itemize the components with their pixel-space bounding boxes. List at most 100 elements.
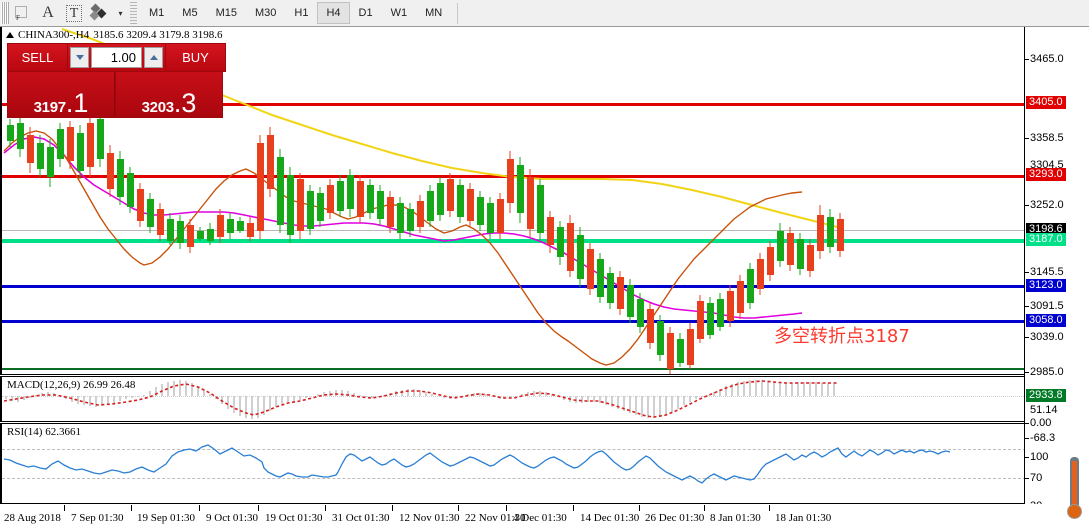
axis-label-3091: 3091.5 xyxy=(1030,300,1064,312)
time-label-7: 22 Nov 01:30 xyxy=(465,512,526,524)
buy-button[interactable]: BUY xyxy=(165,43,226,72)
time-separator xyxy=(506,505,507,511)
timeframe-m30[interactable]: M30 xyxy=(246,2,285,24)
macd-pane[interactable]: MACD(12,26,9) 26.99 26.48 xyxy=(0,376,1024,422)
sell-button[interactable]: SELL xyxy=(7,43,68,72)
axis-pill-3293: 3293.0 xyxy=(1026,168,1066,181)
timeframe-d1-label: D1 xyxy=(358,7,373,19)
rsi-line xyxy=(3,444,951,484)
volume-stepper[interactable]: 1.00 xyxy=(68,43,165,72)
time-label-0: 28 Aug 2018 xyxy=(4,512,61,524)
rsi-pane[interactable]: RSI(14) 62.3661 xyxy=(0,423,1024,504)
timeframe-m5[interactable]: M5 xyxy=(173,2,206,24)
axis-tick xyxy=(1025,478,1029,479)
time-separator xyxy=(573,505,574,511)
chart-scale-thermometer-icon[interactable] xyxy=(1066,457,1083,532)
time-label-10: 26 Dec 01:30 xyxy=(645,512,705,524)
crosshair-f-icon[interactable]: F xyxy=(9,1,35,25)
time-separator xyxy=(199,505,200,511)
volume-increment-button[interactable] xyxy=(144,47,163,68)
axis-tick xyxy=(1025,423,1029,424)
axis-label-3304: 3304.5 xyxy=(1030,159,1064,171)
timeframe-m1[interactable]: M1 xyxy=(140,2,173,24)
chevron-up-icon xyxy=(149,55,158,60)
chevron-down-icon[interactable]: ▾ xyxy=(113,1,127,25)
toolbar-drag-handle[interactable] xyxy=(1,2,9,24)
sell-price: 3197 .1 xyxy=(34,88,89,118)
volume-input[interactable]: 1.00 xyxy=(91,47,142,68)
axis-label-3358: 3358.5 xyxy=(1030,132,1064,144)
timeframe-d1[interactable]: D1 xyxy=(350,2,382,24)
rsi-oversold-line-30 xyxy=(2,478,1024,479)
price-scale[interactable]: 3465.0 3405.0 3358.5 3304.5 3293.0 3252.… xyxy=(1024,27,1089,532)
axis-tick xyxy=(1025,337,1029,338)
timeframe-h4-label: H4 xyxy=(326,7,341,19)
time-separator xyxy=(131,505,132,511)
buy-price: 3203 .3 xyxy=(141,88,197,118)
axis-tick xyxy=(1025,59,1029,60)
axis-tick xyxy=(1025,457,1029,458)
time-separator xyxy=(258,505,259,511)
svg-text:F: F xyxy=(16,14,20,22)
volume-input-value: 1.00 xyxy=(110,50,136,65)
time-label-4: 19 Oct 01:30 xyxy=(265,512,323,524)
text-label-A-icon[interactable]: A xyxy=(35,1,61,25)
level-pivot-3187[interactable] xyxy=(2,239,1024,243)
toolbar-end-rule xyxy=(457,2,459,24)
trade-panel-top-row: SELL 1.00 BUY xyxy=(7,43,226,72)
buy-price-decimal: .3 xyxy=(173,88,197,118)
volume-decrement-button[interactable] xyxy=(70,47,89,68)
timeframe-w1-label: W1 xyxy=(390,7,408,19)
macd-zero-line xyxy=(2,396,1024,397)
collapse-triangle-icon[interactable] xyxy=(6,32,14,38)
time-label-9: 14 Dec 01:30 xyxy=(580,512,640,524)
crosshair-f-glyph: F xyxy=(15,6,27,22)
timeframe-h4[interactable]: H4 xyxy=(317,2,350,24)
sell-button-label: SELL xyxy=(21,50,54,65)
axis-pill-3058: 3058.0 xyxy=(1026,314,1066,327)
time-separator xyxy=(769,505,770,511)
rsi-overbought-line-70 xyxy=(2,449,1024,450)
time-separator xyxy=(639,505,640,511)
time-separator xyxy=(704,505,705,511)
buy-price-integer: 3203 xyxy=(141,99,174,116)
timeframe-w1[interactable]: W1 xyxy=(382,2,417,24)
candlestick-series[interactable] xyxy=(2,27,1024,375)
one-click-trading-panel[interactable]: SELL 1.00 BUY xyxy=(7,43,226,118)
level-resistance-3405[interactable] xyxy=(2,103,1024,106)
buy-price-box[interactable]: 3203 .3 xyxy=(115,72,223,118)
axis-label-3145: 3145.5 xyxy=(1030,266,1064,278)
buy-button-label: BUY xyxy=(182,50,209,65)
rsi-indicator-label[interactable]: RSI(14) 62.3661 xyxy=(7,426,83,438)
chart-annotation-text[interactable]: 多空转折点3187 xyxy=(774,326,910,347)
level-support-3058[interactable] xyxy=(2,320,1024,323)
sell-price-decimal: .1 xyxy=(65,88,89,118)
sell-price-box[interactable]: 3197 .1 xyxy=(7,72,115,118)
chart-area[interactable]: 多空转折点3187 CHINA300-,H4 3185.6 3209.4 317… xyxy=(0,27,1089,532)
time-label-8: 4 Dec 01:30 xyxy=(513,512,567,524)
axis-label-rsi-70: 70 xyxy=(1030,472,1043,484)
time-separator xyxy=(325,505,326,511)
chevron-down-icon xyxy=(75,55,84,60)
axis-pill-2933: 2933.8 xyxy=(1026,389,1066,402)
thermometer-bulb[interactable] xyxy=(1067,504,1082,519)
macd-indicator-label[interactable]: MACD(12,26,9) 26.99 26.48 xyxy=(7,379,138,391)
diamond-cluster-glyph xyxy=(89,3,109,21)
thermometer-fill xyxy=(1072,461,1077,511)
price-pane[interactable]: 多空转折点3187 CHINA300-,H4 3185.6 3209.4 317… xyxy=(0,27,1024,375)
timeframe-mn[interactable]: MN xyxy=(416,2,451,24)
time-separator xyxy=(458,505,459,511)
level-support-3123[interactable] xyxy=(2,285,1024,288)
time-label-5: 31 Oct 01:30 xyxy=(332,512,390,524)
timeframe-m1-label: M1 xyxy=(149,7,165,19)
timeframe-m15-label: M15 xyxy=(215,7,237,19)
shapes-diamond-icon[interactable] xyxy=(87,1,113,25)
ohlc-values: 3185.6 3209.4 3179.8 3198.6 xyxy=(93,29,223,41)
timeframe-m15[interactable]: M15 xyxy=(207,2,246,24)
time-scale[interactable]: 28 Aug 2018 7 Sep 01:30 19 Sep 01:30 9 O… xyxy=(0,504,1089,532)
text-object-T-icon[interactable]: T xyxy=(61,1,87,25)
timeframe-group: M1 M5 M15 M30 H1 H4 D1 W1 MN xyxy=(140,1,451,25)
timeframe-h1[interactable]: H1 xyxy=(285,2,317,24)
timeframe-m30-label: M30 xyxy=(254,7,277,19)
